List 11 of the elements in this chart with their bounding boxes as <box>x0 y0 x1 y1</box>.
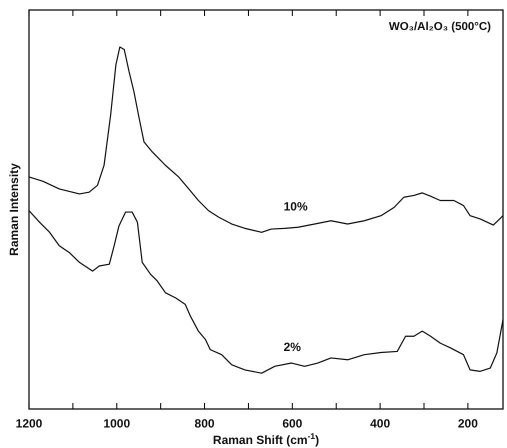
x-tick-label: 600 <box>282 416 303 431</box>
x-tick-label: 800 <box>194 416 215 431</box>
x-tick-label: 1200 <box>16 416 43 431</box>
x-axis-title: Raman Shift (cm$^{-1}$) <box>212 431 320 447</box>
x-tick-label: 400 <box>370 416 390 431</box>
series-label: 2% <box>284 340 302 354</box>
chart-title: WO₃/Al₂O₃ (500°C) <box>388 21 492 33</box>
series-label: 10% <box>284 199 308 214</box>
x-tick-label: 1000 <box>103 416 130 431</box>
x-tick-label: 200 <box>458 416 478 431</box>
y-axis-title: Raman Intensity <box>7 162 21 256</box>
